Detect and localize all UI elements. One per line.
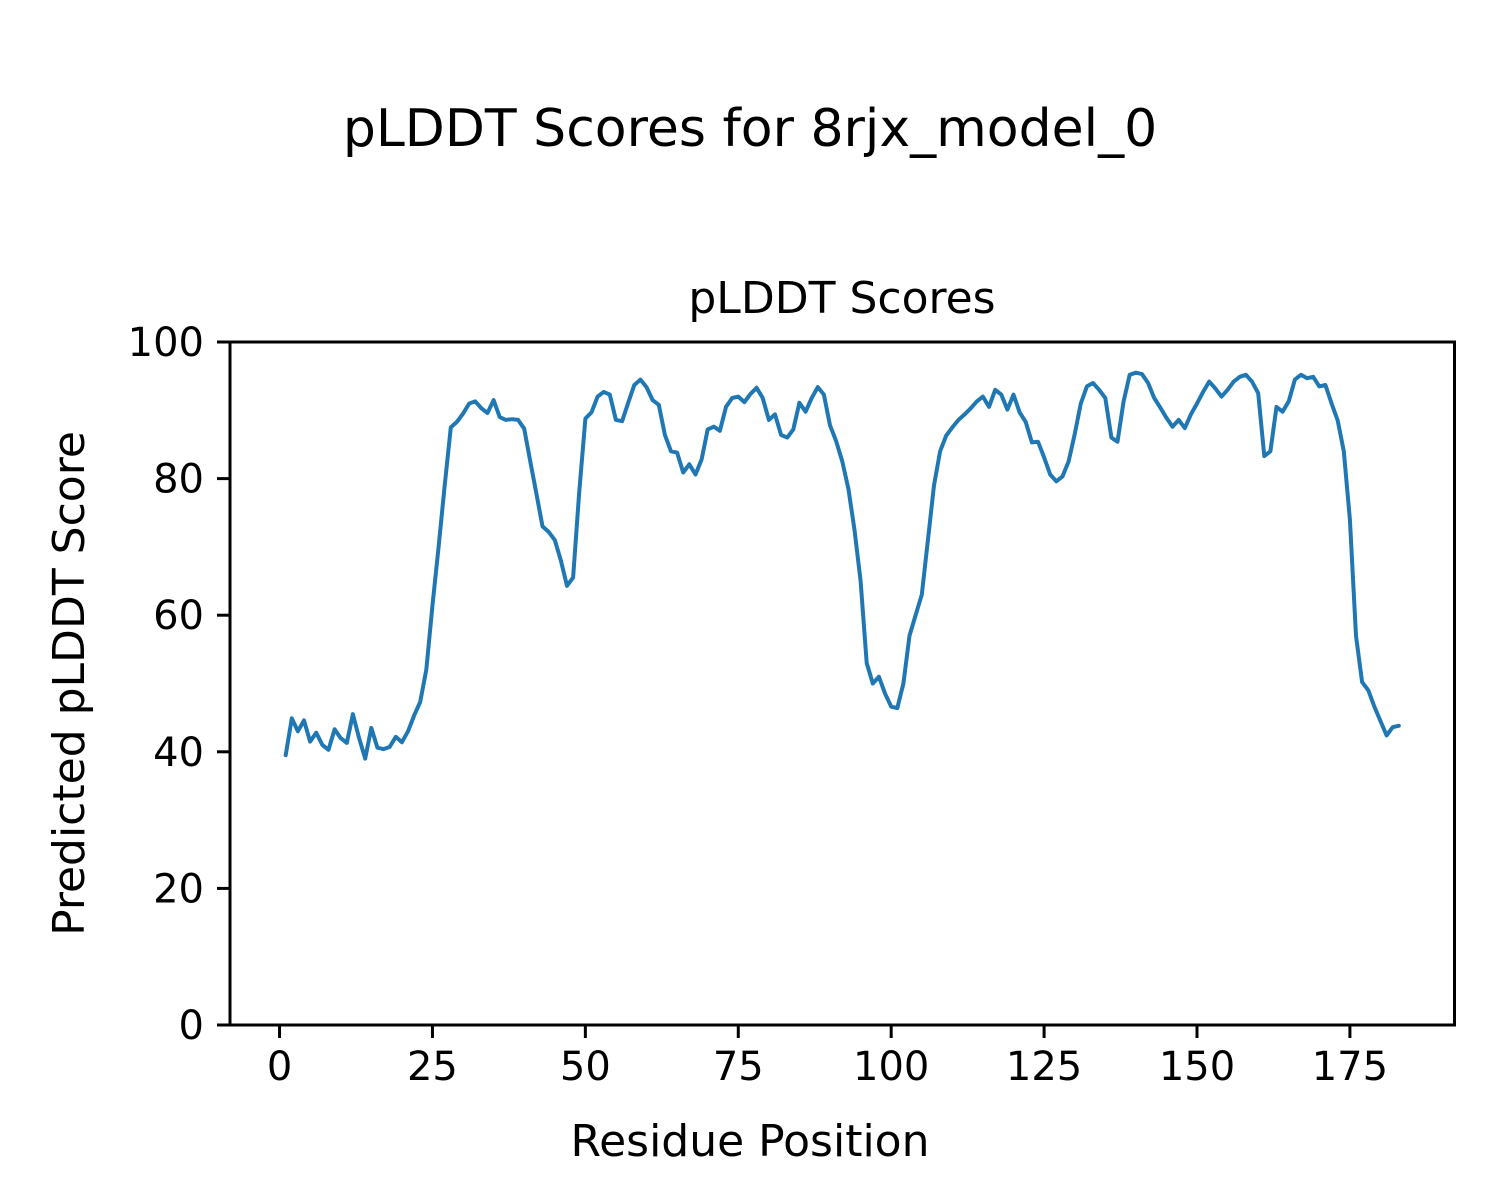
y-tick-label: 20: [153, 866, 204, 912]
y-tick-label: 100: [128, 320, 204, 366]
y-tick-label: 80: [153, 457, 204, 503]
y-axis-label: Predicted pLDDT Score: [44, 431, 95, 936]
axes-title: pLDDT Scores: [688, 273, 995, 324]
x-tick-label: 150: [1159, 1044, 1235, 1090]
x-axis-label: Residue Position: [570, 1116, 929, 1167]
x-tick-label: 75: [713, 1044, 764, 1090]
y-tick-label: 40: [153, 730, 204, 776]
x-tick-label: 125: [1006, 1044, 1082, 1090]
y-tick-label: 60: [153, 593, 204, 639]
x-tick-label: 175: [1312, 1044, 1388, 1090]
plot-area: 0 25 50 75 100 125 150 175 0 20 40 60 80 100: [128, 320, 1456, 1090]
y-tick-label: 0: [179, 1003, 204, 1049]
figure-suptitle: pLDDT Scores for 8rjx_model_0: [343, 99, 1157, 159]
x-tick-label: 100: [853, 1044, 929, 1090]
x-tick-label: 25: [407, 1044, 458, 1090]
x-tick-label: 50: [560, 1044, 611, 1090]
plddt-line: [283, 370, 1401, 761]
axes-spines: [228, 340, 1456, 1027]
x-tick-label: 0: [267, 1044, 292, 1090]
